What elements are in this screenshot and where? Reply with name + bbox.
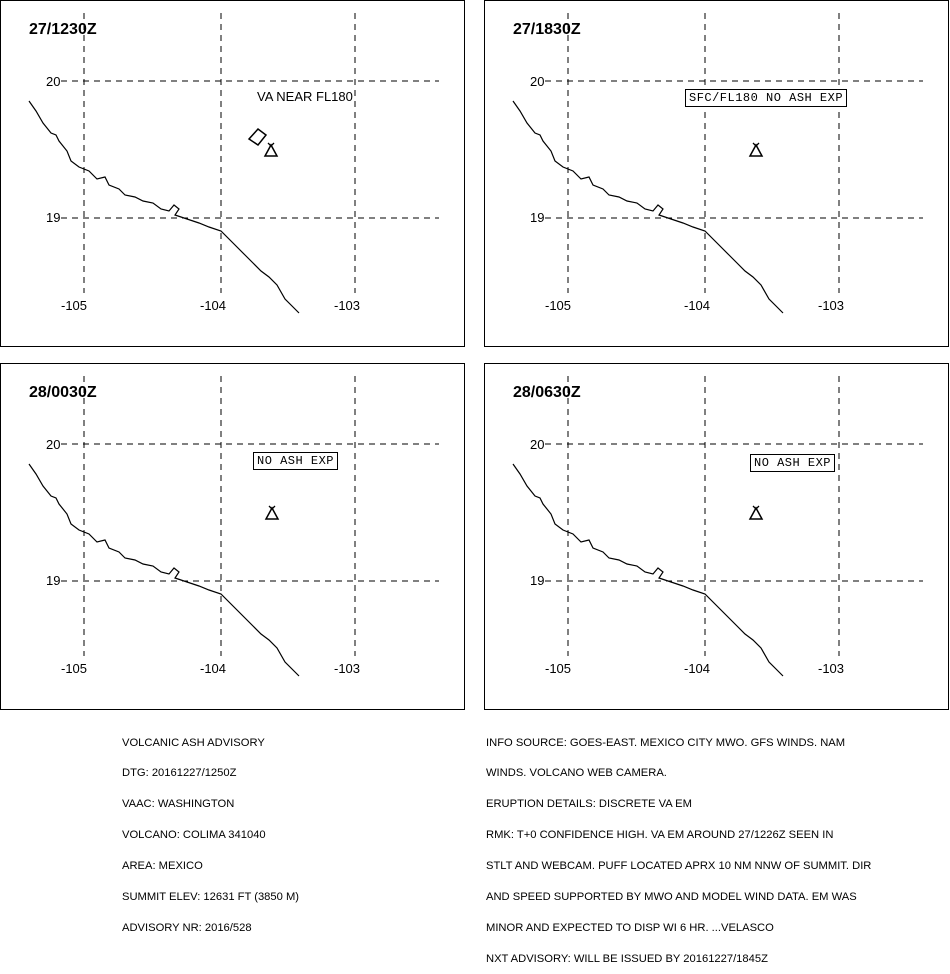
lon-label-103: -103: [334, 298, 361, 313]
volcano-icon: [264, 505, 280, 520]
lon-label-105: -105: [545, 298, 572, 313]
lat-label-20: 20: [46, 437, 61, 452]
advisory-line: AREA: MEXICO: [122, 860, 203, 873]
lon-label-105: -105: [545, 661, 572, 676]
advisory-line: VOLCANIC ASH ADVISORY: [122, 736, 265, 749]
lon-label-105: -105: [61, 298, 88, 313]
lat-label-19: 19: [530, 573, 545, 588]
map-canvas: [512, 376, 923, 677]
volcano-icon: [748, 505, 764, 520]
panel-time: 28/0630Z: [513, 384, 581, 401]
ash-label: NO ASH EXP: [750, 454, 836, 472]
lon-label-105: -105: [61, 661, 88, 676]
lon-label-104: -104: [684, 298, 711, 313]
remarks-line: MINOR AND EXPECTED TO DISP WI 6 HR. ...V…: [486, 921, 774, 934]
remarks-line: RMK: T+0 CONFIDENCE HIGH. VA EM AROUND 2…: [486, 829, 834, 842]
forecast-panel-1: 27/1230Z 20 19 -105 -104 -103 VA NEAR FL…: [0, 0, 465, 347]
remarks-line: STLT AND WEBCAM. PUFF LOCATED APRX 10 NM…: [486, 860, 872, 873]
lon-label-103: -103: [818, 298, 845, 313]
lon-label-104: -104: [200, 661, 227, 676]
ash-label: VA NEAR FL180: [257, 89, 353, 104]
lat-label-19: 19: [530, 210, 545, 225]
lat-label-20: 20: [530, 74, 545, 89]
ash-area-polygon: [247, 127, 268, 147]
lat-label-20: 20: [46, 74, 61, 89]
lat-label-19: 19: [46, 210, 61, 225]
advisory-info: VOLCANIC ASH ADVISORY DTG: 20161227/1250…: [122, 717, 299, 944]
remarks-line: INFO SOURCE: GOES-EAST. MEXICO CITY MWO.…: [486, 736, 846, 749]
advisory-line: VOLCANO: COLIMA 341040: [122, 829, 266, 842]
coastline: [512, 463, 784, 677]
forecast-panel-3: 28/0030Z 20 19 -105 -104 -103 NO ASH EXP: [0, 363, 465, 710]
coastline: [512, 100, 784, 314]
panel-time: 28/0030Z: [29, 384, 97, 401]
map-canvas: [28, 13, 439, 314]
remarks-line: NXT ADVISORY: WILL BE ISSUED BY 20161227…: [486, 952, 768, 965]
ash-label: NO ASH EXP: [253, 452, 339, 470]
lon-label-103: -103: [818, 661, 845, 676]
remarks-info: INFO SOURCE: GOES-EAST. MEXICO CITY MWO.…: [486, 717, 871, 974]
advisory-line: SUMMIT ELEV: 12631 FT (3850 M): [122, 891, 299, 904]
lat-label-19: 19: [46, 573, 61, 588]
map-canvas: [512, 13, 923, 314]
forecast-panel-2: 27/1830Z 20 19 -105 -104 -103 SFC/FL180 …: [484, 0, 949, 347]
lon-label-104: -104: [200, 298, 227, 313]
coastline: [28, 100, 300, 314]
advisory-line: VAAC: WASHINGTON: [122, 798, 235, 811]
map-canvas: [28, 376, 439, 677]
panel-time: 27/1830Z: [513, 21, 581, 38]
panel-time: 27/1230Z: [29, 21, 97, 38]
remarks-line: WINDS. VOLCANO WEB CAMERA.: [486, 767, 667, 780]
advisory-line: DTG: 20161227/1250Z: [122, 767, 237, 780]
forecast-panel-4: 28/0630Z 20 19 -105 -104 -103 NO ASH EXP: [484, 363, 949, 710]
lon-label-103: -103: [334, 661, 361, 676]
volcano-icon: [263, 142, 279, 157]
lon-label-104: -104: [684, 661, 711, 676]
volcano-icon: [748, 142, 764, 157]
remarks-line: ERUPTION DETAILS: DISCRETE VA EM: [486, 798, 692, 811]
coastline: [28, 463, 300, 677]
lat-label-20: 20: [530, 437, 545, 452]
advisory-line: ADVISORY NR: 2016/528: [122, 921, 252, 934]
ash-label: SFC/FL180 NO ASH EXP: [685, 89, 848, 107]
remarks-line: AND SPEED SUPPORTED BY MWO AND MODEL WIN…: [486, 891, 857, 904]
